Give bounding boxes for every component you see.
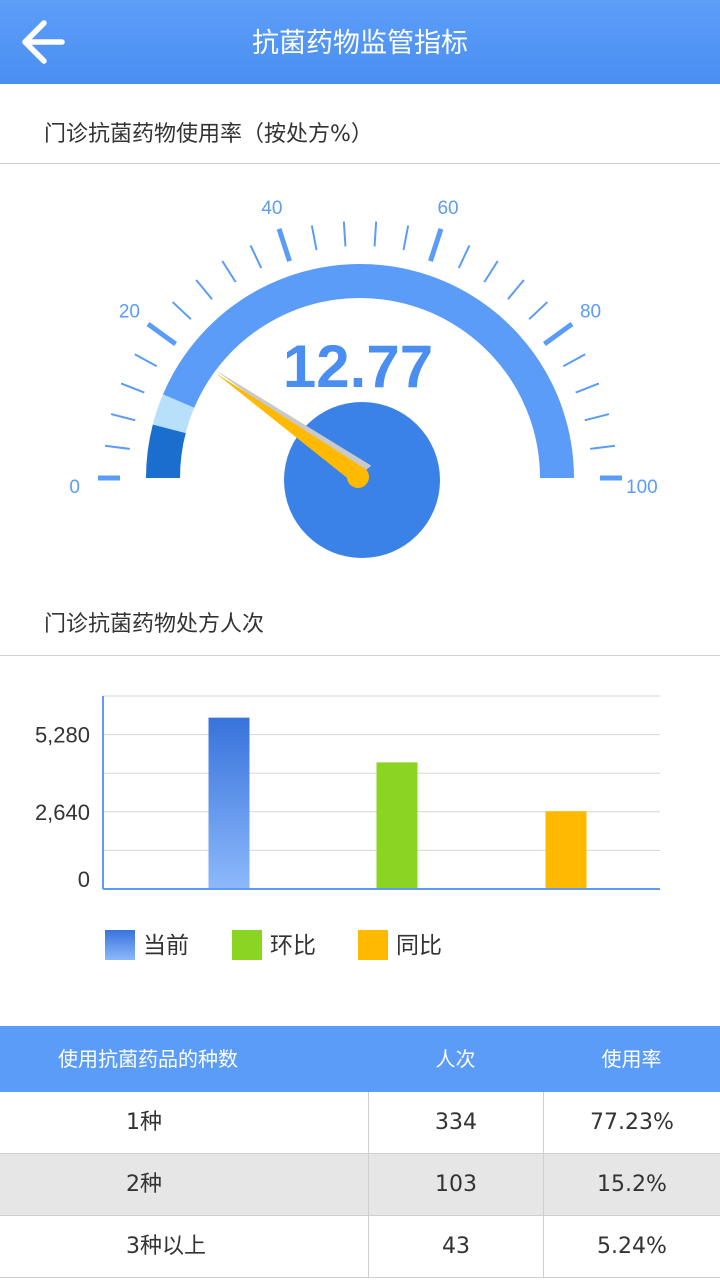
gauge-minor-tick: [342, 221, 347, 247]
gauge-minor-tick: [310, 225, 318, 251]
chart-y-tick-labels: 0 2,640 5,280: [35, 723, 90, 892]
prescription-bar-chart: 0 2,640 5,280: [35, 695, 660, 892]
cell-type: 3种以上: [126, 1234, 206, 1259]
gauge-ticks: [98, 221, 622, 481]
gauge-minor-tick: [134, 353, 158, 368]
gauge-minor-tick: [104, 444, 130, 450]
gauge-minor-tick: [507, 279, 525, 300]
arrow-left-icon: [22, 20, 65, 64]
divider: [0, 163, 720, 164]
gauge-minor-tick: [562, 353, 586, 368]
drug-type-table: 使用抗菌药品的种数 人次 使用率 1种 334 77.23% 2种 103 15…: [0, 1026, 720, 1278]
gauge-tick-label: 20: [119, 301, 140, 322]
chart-bars: [208, 717, 587, 889]
chart-y-tick-label: 2,640: [35, 800, 90, 825]
chart-bar-2[interactable]: [376, 762, 418, 889]
gauge-section-title: 门诊抗菌药物使用率（按处方%）: [44, 122, 373, 147]
page-title: 抗菌药物监管指标: [252, 28, 468, 59]
chart-y-tick-label: 5,280: [35, 723, 90, 748]
column-header-type: 使用抗菌药品的种数: [58, 1047, 238, 1071]
gauge-major-tick: [542, 321, 574, 347]
legend-label: 同比: [396, 933, 442, 959]
cell-rate: 15.2%: [543, 1154, 720, 1216]
column-header-count: 人次: [435, 1047, 476, 1071]
gauge-minor-tick: [110, 413, 136, 422]
chart-section-title: 门诊抗菌药物处方人次: [44, 612, 265, 637]
back-button[interactable]: [0, 0, 90, 84]
chart-bar-1[interactable]: [208, 717, 250, 889]
gauge-needle: [214, 372, 364, 483]
legend-swatch-yoy: [358, 930, 388, 960]
gauge-minor-tick: [584, 413, 610, 422]
gauge-minor-tick: [221, 260, 237, 283]
gauge-major-tick: [146, 321, 178, 347]
gauge-needle-cap: [347, 466, 369, 488]
gauge-tick-label: 0: [69, 477, 80, 498]
divider: [0, 655, 720, 656]
cell-type: 2种: [126, 1172, 162, 1197]
gauge-minor-tick: [457, 245, 471, 269]
gauge-arc-light-segment: [152, 394, 195, 434]
usage-rate-gauge: 0 20 40 60 80 100 12.77: [69, 198, 658, 558]
app-header: 抗菌药物监管指标: [0, 0, 720, 84]
chart-bar-3[interactable]: [545, 811, 587, 889]
gauge-minor-tick: [249, 245, 263, 269]
gauge-value: 12.77: [283, 333, 433, 400]
gauge-major-tick: [276, 228, 292, 262]
legend-label: 当前: [143, 933, 189, 959]
gauge-tick-label: 80: [580, 301, 601, 322]
gauge-major-tick: [428, 228, 444, 262]
gauge-arc-remaining: [162, 264, 574, 479]
gauge-minor-tick: [171, 301, 192, 320]
gauge-tick-labels: 0 20 40 60 80 100: [69, 198, 657, 498]
legend-swatch-current: [105, 930, 135, 960]
gauge-tick-label: 60: [437, 198, 458, 219]
cell-rate: 77.23%: [543, 1092, 720, 1154]
gauge-arc-dark-segment: [146, 424, 186, 479]
cell-count: 103: [368, 1154, 543, 1216]
table-row[interactable]: 1种 334 77.23%: [0, 1092, 720, 1154]
cell-type: 1种: [126, 1110, 162, 1135]
gauge-minor-tick: [195, 279, 213, 300]
chart-y-tick-label: 0: [78, 867, 90, 892]
gauge-minor-tick: [528, 301, 549, 320]
column-header-rate: 使用率: [601, 1047, 662, 1071]
table-row[interactable]: 2种 103 15.2%: [0, 1154, 720, 1216]
table-row[interactable]: 3种以上 43 5.24%: [0, 1216, 720, 1278]
gauge-minor-tick: [402, 225, 410, 251]
legend-swatch-mom: [232, 930, 262, 960]
cell-count: 43: [368, 1216, 543, 1278]
table-header-row: 使用抗菌药品的种数 人次 使用率: [0, 1026, 720, 1092]
gauge-minor-tick: [120, 382, 145, 394]
gauge-minor-tick: [373, 221, 378, 247]
gauge-minor-tick: [590, 444, 616, 450]
gauge-tick-label: 100: [626, 477, 658, 498]
gauge-minor-tick: [575, 382, 600, 394]
cell-rate: 5.24%: [543, 1216, 720, 1278]
gauge-minor-tick: [483, 260, 499, 283]
legend-label: 环比: [270, 933, 316, 959]
cell-count: 334: [368, 1092, 543, 1154]
gauge-tick-label: 40: [261, 198, 282, 219]
